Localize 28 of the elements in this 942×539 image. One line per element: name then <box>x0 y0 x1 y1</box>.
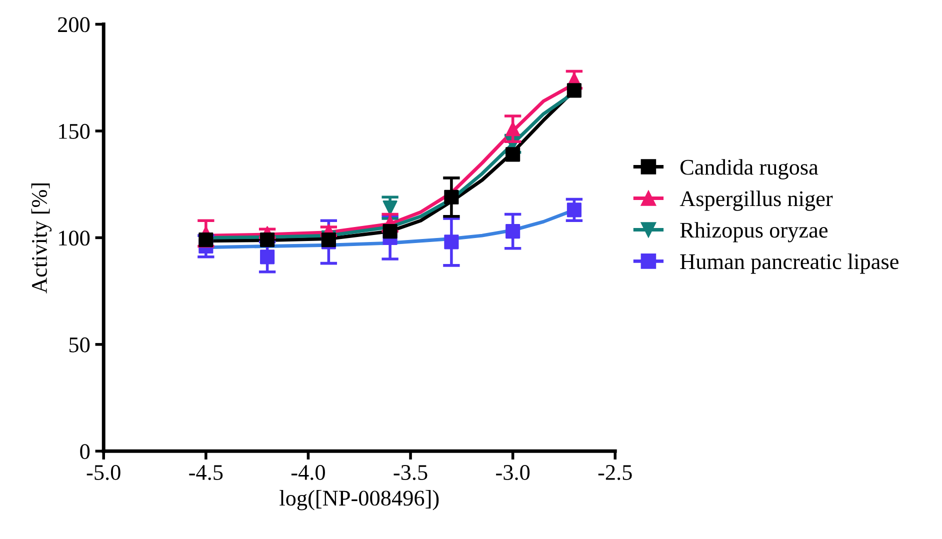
x-tick-label: -3.5 <box>394 465 428 480</box>
y-tick-label: 200 <box>58 17 90 32</box>
point <box>506 122 520 136</box>
point <box>382 224 398 239</box>
x-tick-label: -5.0 <box>86 464 120 480</box>
point <box>566 83 582 98</box>
point <box>260 232 275 248</box>
y-tick-label: 150 <box>59 124 90 139</box>
point <box>260 250 275 264</box>
x-tick-label: -4.5 <box>189 465 223 480</box>
point <box>506 147 520 162</box>
point <box>444 190 459 204</box>
legend-label: Rhizopus oryzae <box>680 222 828 242</box>
x-tick-label: -4.0 <box>291 464 325 480</box>
y-tick-label: 100 <box>59 230 90 246</box>
x-axis-title: log([NP-008496]) <box>280 490 439 510</box>
x-tick-label: -2.5 <box>598 465 632 480</box>
y-tick-label: 0 <box>80 444 90 460</box>
legend-label: Candida rugosa <box>680 159 818 180</box>
point <box>566 202 582 218</box>
x-tick-label: -3.0 <box>496 464 530 480</box>
legend-label: Human pancreatic lipase <box>680 254 898 274</box>
legend-label: Aspergillus niger <box>680 190 833 211</box>
point <box>444 234 459 250</box>
y-axis-title: Activity [%] <box>31 184 52 294</box>
y-tick-label: 50 <box>69 337 90 352</box>
point <box>198 232 214 248</box>
point <box>506 224 520 239</box>
